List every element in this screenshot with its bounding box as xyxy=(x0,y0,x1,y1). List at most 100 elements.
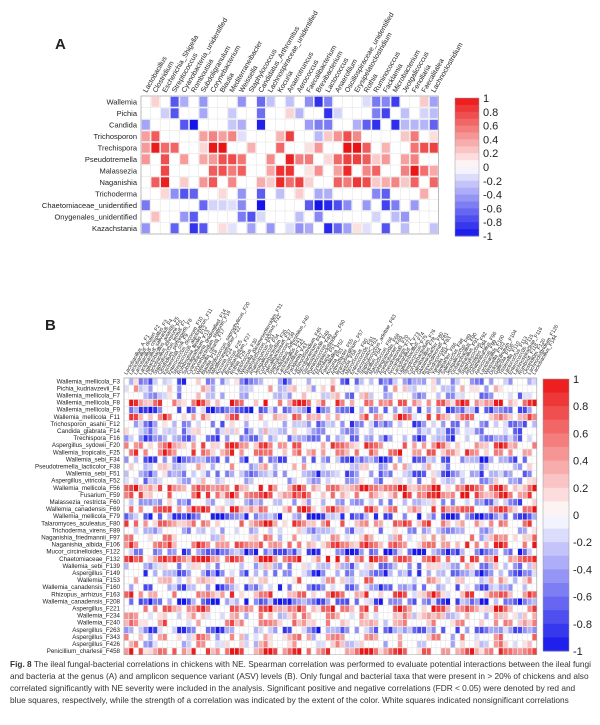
panel-b-cell xyxy=(306,584,311,591)
panel-b-cell xyxy=(311,456,316,463)
panel-b-cell xyxy=(191,449,196,456)
panel-b-cell xyxy=(460,570,465,577)
panel-a-cell xyxy=(362,96,371,107)
panel-b-colorbar-tick: 0.6 xyxy=(573,428,588,440)
panel-b-cell xyxy=(167,428,172,435)
panel-b-cell xyxy=(522,598,527,605)
panel-b-cell xyxy=(441,456,446,463)
panel-b-cell xyxy=(282,555,287,563)
panel-a-cell xyxy=(314,131,323,142)
panel-b-cell xyxy=(177,562,182,570)
panel-b-cell xyxy=(297,484,302,492)
panel-b-cell xyxy=(258,428,263,435)
panel-b-cell xyxy=(436,605,441,612)
panel-b-cell xyxy=(498,506,503,513)
panel-b-cell xyxy=(340,428,345,435)
panel-b-cell xyxy=(359,534,364,541)
panel-b-cell xyxy=(402,570,407,577)
panel-b-cell xyxy=(253,570,259,577)
panel-b-cell xyxy=(359,499,364,506)
panel-b-cell xyxy=(263,570,268,577)
panel-b-cell xyxy=(239,456,244,463)
panel-a-cell xyxy=(381,142,390,153)
panel-b-cell xyxy=(412,584,417,591)
panel-b-cell xyxy=(124,591,129,598)
panel-b-cell xyxy=(157,648,163,655)
panel-b-cell xyxy=(412,392,417,399)
panel-b-cell xyxy=(532,499,537,506)
panel-b-cell xyxy=(133,541,139,549)
panel-b-cell xyxy=(205,378,211,385)
panel-a-cell xyxy=(218,165,227,176)
panel-b-cell xyxy=(205,399,211,407)
panel-b-cell xyxy=(210,648,215,655)
panel-b-cell xyxy=(172,626,177,634)
panel-b-cell xyxy=(397,598,403,605)
panel-b-cell xyxy=(517,598,523,605)
panel-a-cell xyxy=(314,96,323,107)
panel-a-cell xyxy=(170,96,179,107)
panel-b-cell xyxy=(297,555,302,563)
panel-b-cell xyxy=(153,406,158,414)
panel-b-cell xyxy=(177,463,182,470)
panel-b-cell xyxy=(162,470,167,478)
panel-b-cell xyxy=(345,584,350,591)
panel-b-cell xyxy=(321,428,326,435)
panel-b-cell xyxy=(412,456,417,463)
panel-b-cell xyxy=(397,648,403,655)
panel-b-cell xyxy=(143,456,148,463)
panel-b-cell xyxy=(191,626,196,634)
panel-a-cell xyxy=(141,200,150,211)
panel-b-cell xyxy=(373,406,379,414)
panel-a-cell xyxy=(362,177,371,188)
panel-a-cell xyxy=(429,131,438,142)
panel-b-cell xyxy=(364,577,369,584)
panel-b-cell xyxy=(402,648,407,655)
panel-b-cell xyxy=(484,392,489,399)
panel-b-cell xyxy=(393,378,398,385)
panel-b-cell xyxy=(138,633,143,641)
panel-b-cell xyxy=(474,378,479,385)
panel-b-cell xyxy=(325,633,331,641)
panel-b-cell xyxy=(369,378,374,385)
panel-b-cell xyxy=(196,378,201,385)
panel-b-row-label: Wallemia_mellicola_F79 xyxy=(53,513,120,520)
panel-b-cell xyxy=(292,555,297,563)
panel-b-row-label: Trechispora_F16 xyxy=(73,435,120,442)
panel-b-cell xyxy=(484,548,489,556)
panel-b-cell xyxy=(383,584,388,591)
panel-b-cell xyxy=(369,598,374,605)
panel-b-cell xyxy=(167,491,172,499)
panel-b-colorbar-tick: 0.2 xyxy=(573,483,588,495)
panel-b-cell xyxy=(263,491,268,499)
panel-b-cell xyxy=(489,520,494,527)
panel-b-row-label: Wallemia_mellicola_F11 xyxy=(54,414,121,421)
panel-b-cell xyxy=(321,449,326,456)
panel-b-cell xyxy=(282,570,287,577)
panel-b-cell xyxy=(177,626,182,634)
panel-b-cell xyxy=(493,491,499,499)
panel-b-cell xyxy=(407,598,412,605)
panel-b-cell xyxy=(258,520,263,527)
panel-b-cell xyxy=(268,598,273,605)
panel-b-cell xyxy=(162,562,167,570)
panel-b-cell xyxy=(493,548,499,556)
panel-b-colorbar-segment xyxy=(543,379,569,394)
panel-b-cell xyxy=(489,470,494,478)
panel-b-cell xyxy=(229,506,235,513)
panel-b-cell xyxy=(172,591,177,598)
panel-b-cell xyxy=(244,499,249,506)
panel-b-cell xyxy=(508,456,513,463)
panel-b-cell xyxy=(393,605,398,612)
panel-a-cell xyxy=(141,223,150,234)
panel-b-cell xyxy=(172,484,177,492)
panel-b-cell xyxy=(143,499,148,506)
panel-b-cell xyxy=(263,605,268,612)
panel-b-cell xyxy=(229,612,235,620)
panel-b-cell xyxy=(479,626,484,634)
panel-a-colorbar-tick: -0.4 xyxy=(483,190,502,202)
panel-a-cell xyxy=(352,154,362,165)
panel-b-cell xyxy=(489,534,494,541)
panel-b-cell xyxy=(157,619,163,627)
panel-b-cell xyxy=(148,598,153,605)
